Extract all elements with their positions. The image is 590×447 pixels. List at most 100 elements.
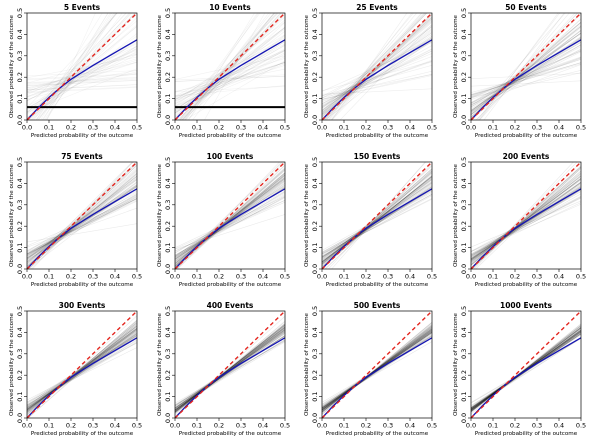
simulation-line [175, 55, 285, 80]
simulation-line [175, 177, 285, 257]
simulation-line [471, 57, 581, 101]
simulation-line [27, 54, 137, 84]
simulation-line [328, 13, 426, 120]
x-tick-label: 0.0 [317, 273, 327, 281]
simulation-line [471, 50, 581, 99]
simulation-line [175, 180, 285, 257]
x-tick-label: 0.1 [192, 422, 202, 430]
simulation-line [27, 194, 137, 255]
simulation-line [322, 330, 432, 409]
simulation-line [175, 49, 285, 99]
panel-title: 10 Events [209, 3, 251, 12]
simulation-line [471, 80, 581, 87]
simulation-line [471, 333, 581, 410]
simulation-line [324, 13, 427, 120]
simulation-line [471, 38, 581, 104]
simulation-line [27, 181, 137, 266]
x-tick-label: 0.5 [576, 124, 586, 132]
simulation-line [37, 13, 132, 120]
y-axis-label: Observed probability of the outcome [157, 163, 163, 267]
simulation-line [471, 326, 581, 412]
x-tick-label: 0.1 [339, 273, 349, 281]
simulation-line [27, 337, 137, 408]
simulation-line [322, 56, 432, 98]
simulation-line [322, 330, 432, 409]
simulation-line [175, 176, 285, 264]
x-tick-label: 0.1 [488, 422, 498, 430]
simulation-line [322, 327, 432, 411]
y-tick-label: 0.5 [164, 306, 172, 316]
simulation-line [175, 340, 285, 405]
simulation-line [36, 13, 103, 120]
simulation-line [175, 324, 285, 413]
simulation-line [471, 172, 581, 264]
x-tick-label: 0.0 [170, 273, 180, 281]
simulation-line [27, 198, 137, 254]
plot-frame [174, 12, 286, 121]
simulation-line [175, 177, 285, 260]
y-tick-label: 0.5 [311, 157, 319, 167]
simulation-line [43, 13, 123, 120]
simulation-line [471, 323, 581, 412]
x-tick-label: 0.2 [510, 124, 520, 132]
simulation-line [322, 70, 432, 98]
simulation-line [322, 190, 432, 257]
simulation-line [471, 56, 581, 95]
simulation-line [27, 50, 137, 93]
simulation-line [471, 181, 581, 258]
panel-title: 75 Events [61, 152, 103, 161]
simulation-line [471, 186, 581, 260]
simulation-line [180, 13, 276, 120]
reference-line [321, 12, 433, 121]
y-tick-label: 0.0 [311, 115, 319, 125]
simulation-line [27, 46, 137, 109]
x-tick-label: 0.2 [66, 422, 76, 430]
simulation-line [175, 329, 285, 409]
x-tick-label: 0.2 [510, 273, 520, 281]
simulation-line [322, 188, 432, 258]
simulation-line [175, 320, 285, 417]
simulation-line [175, 50, 285, 98]
simulation-line [322, 331, 432, 408]
x-tick-label: 0.3 [88, 124, 98, 132]
simulation-line [175, 174, 285, 265]
simulation-line [175, 178, 285, 262]
y-axis-label: Observed probability of the outcome [9, 312, 15, 416]
simulation-line [175, 178, 285, 259]
simulation-line [175, 335, 285, 411]
simulation-line [175, 75, 285, 82]
simulation-line [471, 331, 581, 411]
x-axis-label: Predicted probability of the outcome [475, 133, 578, 139]
y-tick-label: 0.5 [311, 8, 319, 18]
simulation-line [27, 197, 137, 255]
simulation-line [27, 330, 137, 405]
simulation-line [27, 162, 137, 265]
simulation-line [322, 177, 432, 263]
simulation-line [175, 326, 285, 412]
simulation-line [27, 327, 137, 410]
simulation-line [27, 162, 133, 268]
simulation-line [322, 13, 426, 117]
simulation-line [471, 327, 581, 411]
x-tick-label: 0.4 [258, 124, 268, 132]
simulation-line [322, 329, 432, 408]
simulation-line [175, 75, 285, 82]
panel-4: 0.0 0.1 0.2 0.3 0.4 0.5 0.0 0.1 0.2 0.3 0.4 0.5 50 E… [453, 3, 586, 139]
x-tick-label: 0.0 [466, 124, 476, 132]
y-axis-label: Observed probability of the outcome [453, 14, 459, 118]
plot-frame [470, 310, 582, 419]
simulation-line [27, 45, 137, 118]
simulation-line [322, 176, 432, 265]
simulation-line [27, 77, 137, 84]
simulation-lines [27, 13, 137, 120]
simulation-line [322, 331, 432, 407]
simulation-line [327, 13, 413, 120]
simulation-line [27, 13, 127, 119]
simulation-line [185, 13, 270, 120]
x-tick-label: 0.5 [427, 273, 437, 281]
simulation-line [175, 162, 283, 267]
simulation-line [175, 326, 285, 411]
x-tick-label: 0.2 [214, 422, 224, 430]
simulation-line [175, 324, 285, 413]
x-axis-label: Predicted probability of the outcome [31, 431, 134, 437]
